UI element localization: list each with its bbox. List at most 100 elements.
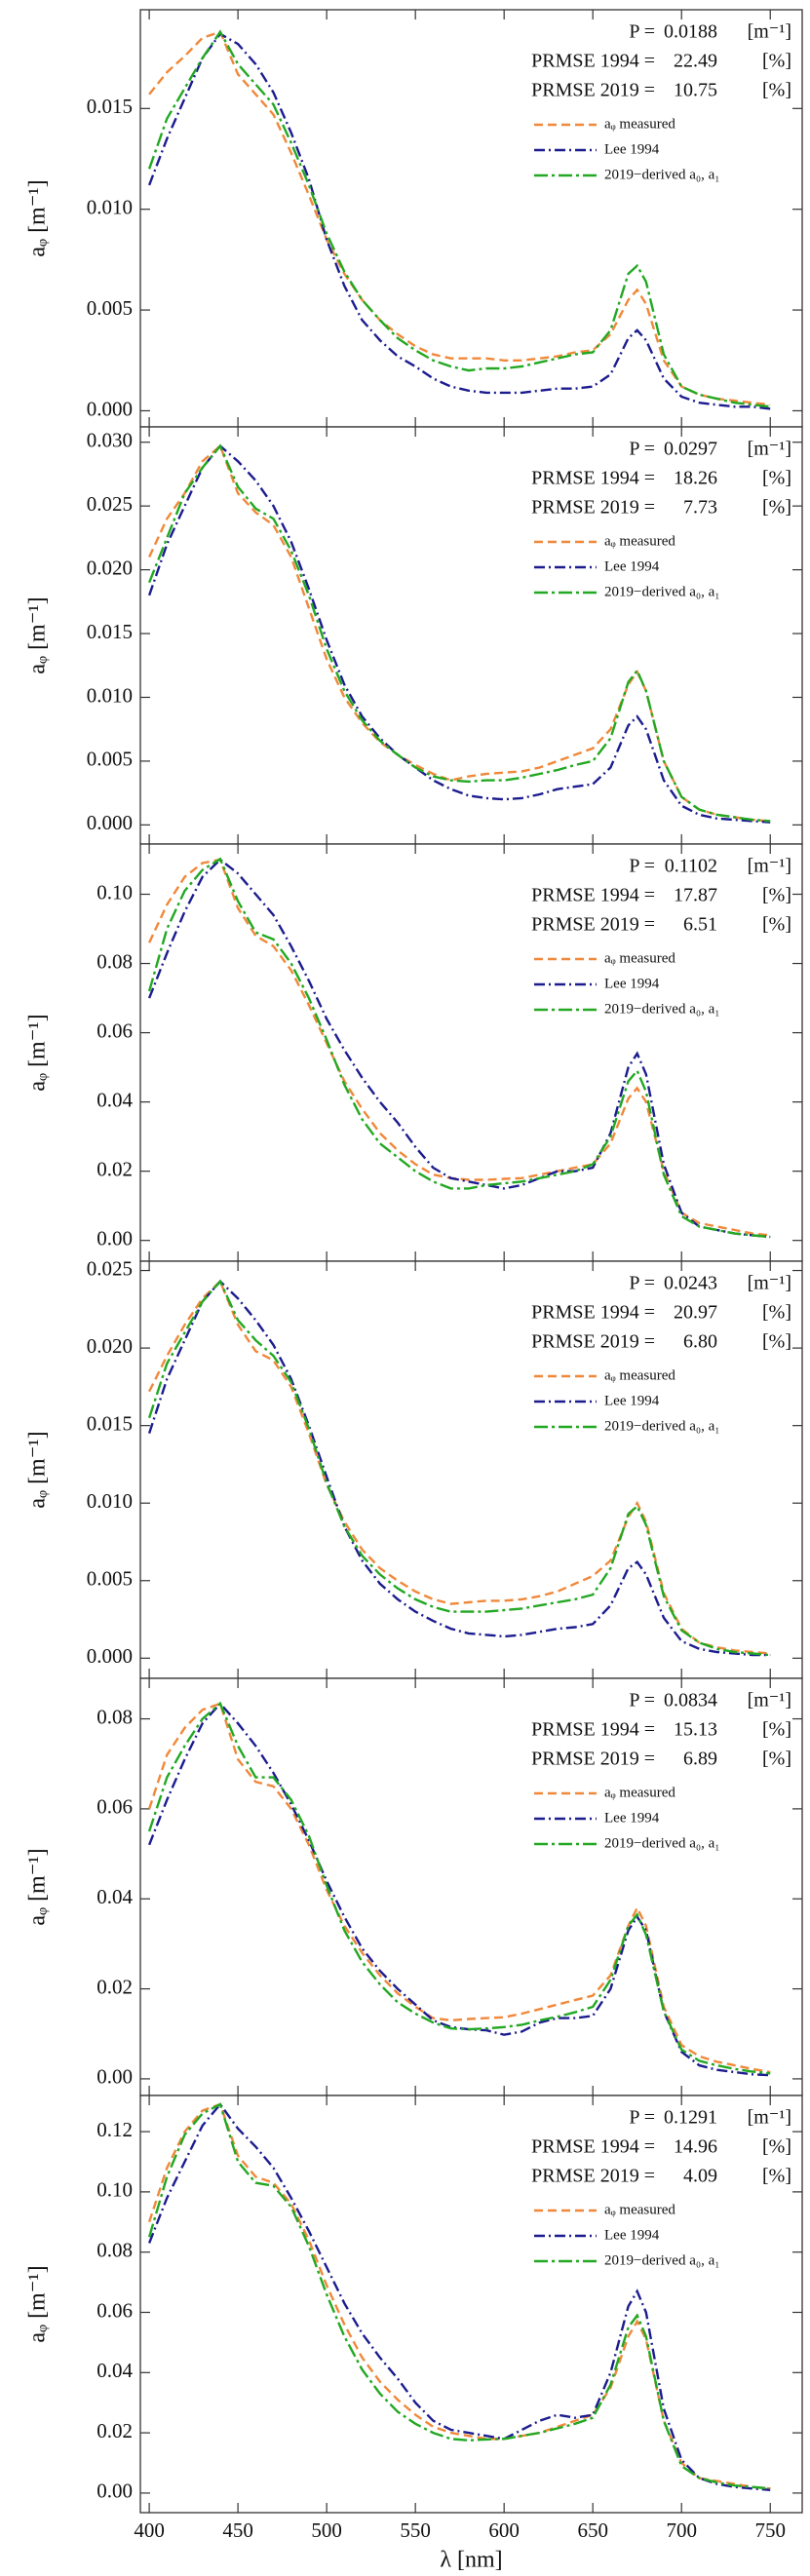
stat-label: PRMSE 2019 = [531,1331,655,1353]
y-tick-label: 0.06 [96,1019,133,1042]
legend-label: Lee 1994 [604,141,660,157]
series-line [148,858,771,1237]
stat-unit: [%] [762,1302,791,1324]
stat-value: 18.26 [674,468,717,489]
legend-label: 2019−derived a₀, a₁ [604,584,719,599]
y-tick-label: 0.08 [96,1705,133,1728]
stat-unit: [%] [762,468,791,489]
stat-value: 6.89 [683,1749,717,1770]
y-tick-label: 0.000 [87,397,133,420]
y-tick-label: 0.000 [87,1644,133,1668]
series-line [147,857,771,1239]
y-axis-label: aᵩ [m⁻¹] [25,179,51,256]
stat-value: 0.0243 [664,1273,717,1294]
stat-value: 0.1102 [665,856,717,877]
stat-value: 0.0834 [664,1690,717,1711]
stat-value: 20.97 [674,1302,717,1324]
stat-label: P = [629,1273,655,1294]
legend-label: Lee 1994 [604,1810,660,1826]
stat-value: 17.87 [674,885,717,906]
y-tick-label: 0.025 [87,1256,133,1280]
stat-value: 15.13 [674,1719,717,1741]
legend-label: aᵩ measured [604,116,675,132]
stat-value: 7.73 [683,497,717,519]
x-tick-label: 750 [754,2518,786,2542]
stat-unit: [m⁻¹] [748,856,791,877]
y-tick-label: 0.005 [87,296,133,320]
stat-label: PRMSE 2019 = [531,2166,655,2187]
stat-unit: [m⁻¹] [748,1273,791,1294]
y-tick-label: 0.04 [96,2359,133,2382]
y-tick-label: 0.005 [87,1567,133,1591]
series-line [147,858,771,1239]
panel-frame [139,9,803,428]
x-tick-label: 650 [577,2518,608,2542]
y-tick-label: 0.00 [96,2480,133,2503]
panel-frame [139,426,803,845]
series-line [147,1279,771,1657]
x-axis-label: λ [nm] [440,2548,502,2573]
x-tick-label: 550 [400,2518,431,2542]
y-tick-label: 0.005 [87,748,133,771]
stat-label: PRMSE 2019 = [531,497,655,519]
y-tick-label: 0.015 [87,95,133,118]
panel-frame [139,2095,803,2514]
y-tick-label: 0.04 [96,1885,133,1908]
y-tick-label: 0.02 [96,1157,133,1180]
y-tick-label: 0.020 [87,1334,133,1358]
stat-label: PRMSE 1994 = [531,468,655,489]
series-line [147,2102,771,2490]
legend-label: 2019−derived a₀, a₁ [604,2252,719,2268]
x-tick-label: 600 [488,2518,520,2542]
stat-value: 0.0188 [664,21,717,43]
panel-frame [139,1677,803,2096]
stat-label: P = [629,439,655,460]
stat-label: PRMSE 2019 = [531,80,655,101]
stat-unit: [%] [762,1331,791,1353]
stat-label: PRMSE 1994 = [531,1302,655,1324]
stat-unit: [%] [762,2136,791,2158]
stat-value: 6.51 [683,914,717,936]
series-line [147,443,771,823]
stat-unit: [%] [762,914,791,936]
stat-label: PRMSE 1994 = [531,2136,655,2158]
stat-value: 0.1291 [664,2107,717,2129]
legend-label: Lee 1994 [604,976,660,991]
series-line [148,30,771,406]
stat-value: 4.09 [683,2166,717,2187]
x-tick-label: 400 [134,2518,165,2542]
y-tick-label: 0.010 [87,1489,133,1513]
y-tick-label: 0.00 [96,2065,133,2089]
y-tick-label: 0.08 [96,2239,133,2262]
stat-unit: [%] [762,1719,791,1741]
y-axis-label: aᵩ [m⁻¹] [25,596,51,673]
series-line [147,2102,771,2490]
stat-label: PRMSE 1994 = [531,1719,655,1741]
stat-label: PRMSE 2019 = [531,914,655,936]
legend-label: aᵩ measured [604,1785,675,1800]
y-tick-label: 0.025 [87,492,133,516]
series-line [147,1279,771,1657]
y-axis-label: aᵩ [m⁻¹] [25,1014,51,1091]
legend-label: 2019−derived a₀, a₁ [604,1418,719,1434]
y-tick-label: 0.08 [96,949,133,973]
stat-label: PRMSE 1994 = [531,885,655,906]
stat-unit: [m⁻¹] [748,2107,791,2129]
stat-unit: [%] [762,51,791,72]
y-tick-label: 0.12 [96,2118,133,2141]
y-tick-label: 0.10 [96,880,133,904]
stat-label: P = [629,21,655,43]
stat-unit: [%] [762,80,791,101]
stat-label: PRMSE 1994 = [531,51,655,72]
y-tick-label: 0.06 [96,1795,133,1819]
y-tick-label: 0.06 [96,2298,133,2322]
y-tick-label: 0.030 [87,429,133,452]
y-tick-label: 0.015 [87,1411,133,1435]
stat-value: 22.49 [674,51,717,72]
y-tick-label: 0.04 [96,1088,133,1111]
legend-label: Lee 1994 [604,1393,660,1408]
x-tick-label: 500 [311,2518,342,2542]
stat-label: P = [629,1690,655,1711]
stat-unit: [m⁻¹] [748,21,791,43]
